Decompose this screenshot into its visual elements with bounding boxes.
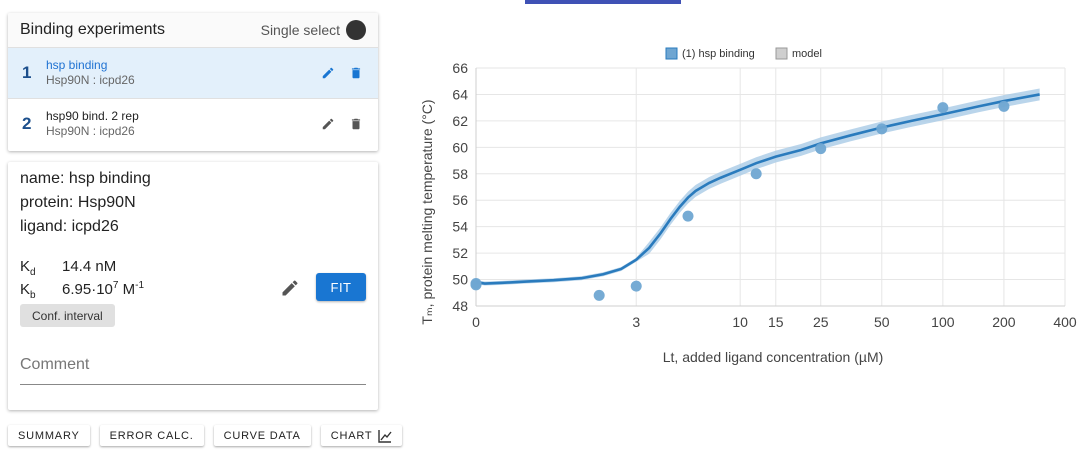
data-point[interactable] <box>630 280 642 292</box>
model-band <box>476 88 1040 286</box>
chart-legend: (1) hsp binding model <box>665 47 822 60</box>
data-point[interactable] <box>750 168 762 180</box>
kb-label: Kb <box>20 281 36 301</box>
detail-name: name: hsp binding <box>20 170 151 187</box>
y-tick-label: 64 <box>452 86 468 102</box>
kd-label: Kd <box>20 258 36 278</box>
experiment-name: hsp binding <box>46 58 108 72</box>
active-tab-indicator <box>525 0 681 4</box>
y-tick-label: 50 <box>452 272 468 288</box>
x-tick-label: 400 <box>1053 314 1077 330</box>
y-tick-label: 48 <box>452 298 468 314</box>
x-tick-label: 200 <box>992 314 1016 330</box>
single-select-label: Single select <box>260 22 340 38</box>
data-point[interactable] <box>470 279 482 291</box>
delete-icon[interactable] <box>348 116 364 132</box>
data-points <box>470 100 1010 301</box>
comment-underline <box>20 384 366 385</box>
comment-field[interactable]: Comment <box>20 356 90 373</box>
experiment-number: 2 <box>22 114 32 133</box>
edit-icon[interactable] <box>320 65 336 81</box>
x-tick-label: 25 <box>813 314 829 330</box>
model-confidence-band <box>476 88 1040 286</box>
data-point[interactable] <box>593 289 605 301</box>
y-axis-ticks: 48 50 52 54 56 58 60 62 64 66 <box>452 60 468 314</box>
x-axis-ticks: 0 3 10 15 25 50 100 200 400 <box>472 314 1077 330</box>
data-point[interactable] <box>682 210 694 222</box>
y-axis-label: Tₘ, protein melting temperature (°C) <box>419 99 435 324</box>
curve-data-button[interactable]: CURVE DATA <box>213 425 311 446</box>
detail-ligand: ligand: icpd26 <box>20 218 119 235</box>
fit-button[interactable]: FIT <box>316 273 366 301</box>
y-tick-label: 58 <box>452 166 468 182</box>
edit-icon[interactable] <box>320 116 336 132</box>
experiment-item-1[interactable]: 1 hsp binding Hsp90N : icpd26 <box>8 47 378 98</box>
delete-icon[interactable] <box>348 65 364 81</box>
data-point[interactable] <box>876 123 888 135</box>
y-tick-label: 54 <box>452 219 468 235</box>
conf-interval-button[interactable]: Conf. interval <box>20 304 115 327</box>
error-calc-button[interactable]: ERROR CALC. <box>99 425 204 446</box>
experiment-protein-ligand: Hsp90N : icpd26 <box>46 73 135 87</box>
detail-protein: protein: Hsp90N <box>20 194 136 211</box>
data-point[interactable] <box>937 102 949 114</box>
chart-button-label: CHART <box>330 429 373 442</box>
legend-label: (1) hsp binding <box>682 48 755 60</box>
experiments-title: Binding experiments <box>20 21 165 38</box>
model-line <box>475 93 1040 285</box>
chart-line-icon <box>378 429 392 443</box>
data-point[interactable] <box>815 143 827 155</box>
single-select-toggle[interactable] <box>346 20 366 40</box>
kd-value: 14.4 nM <box>62 258 117 275</box>
y-tick-label: 56 <box>452 192 468 208</box>
y-tick-label: 62 <box>452 113 468 129</box>
y-tick-label: 66 <box>452 60 468 76</box>
experiment-item-2[interactable]: 2 hsp90 bind. 2 rep Hsp90N : icpd26 <box>8 98 378 149</box>
kb-row: Kb 6.95·107 M-1 <box>20 280 144 301</box>
kb-value: 6.95·107 M-1 <box>62 280 145 298</box>
edit-parameters-icon[interactable] <box>280 278 300 303</box>
x-tick-label: 0 <box>472 314 480 330</box>
chart-button[interactable]: CHART <box>320 425 403 446</box>
kd-row: Kd 14.4 nM <box>20 258 116 278</box>
y-tick-label: 52 <box>452 245 468 261</box>
data-point[interactable] <box>998 100 1010 112</box>
x-tick-label: 3 <box>632 314 640 330</box>
experiments-panel: Binding experiments Single select 1 hsp … <box>8 13 378 151</box>
experiment-name: hsp90 bind. 2 rep <box>46 109 139 123</box>
legend-swatch[interactable] <box>775 47 788 60</box>
experiment-number: 1 <box>22 63 32 82</box>
x-tick-label: 15 <box>768 314 784 330</box>
y-tick-label: 60 <box>452 139 468 155</box>
experiments-header: Binding experiments Single select <box>8 13 378 47</box>
experiment-details-card: name: hsp binding protein: Hsp90N ligand… <box>8 162 378 410</box>
x-tick-label: 100 <box>931 314 955 330</box>
model-curve <box>475 93 1040 285</box>
x-tick-label: 50 <box>874 314 890 330</box>
x-axis-label: Lt, added ligand concentration (µM) <box>663 349 884 365</box>
chart-grid <box>475 67 1066 307</box>
summary-button[interactable]: SUMMARY <box>8 425 90 446</box>
legend-swatch[interactable] <box>665 47 678 60</box>
x-tick-label: 10 <box>732 314 748 330</box>
legend-label: model <box>792 48 822 60</box>
binding-chart[interactable]: 0 3 10 15 25 50 100 200 400 48 50 52 54 56 58 60 62 64 66… <box>410 40 1080 380</box>
bottom-toolbar: SUMMARY ERROR CALC. CURVE DATA CHART <box>8 425 403 446</box>
experiment-protein-ligand: Hsp90N : icpd26 <box>46 124 135 138</box>
